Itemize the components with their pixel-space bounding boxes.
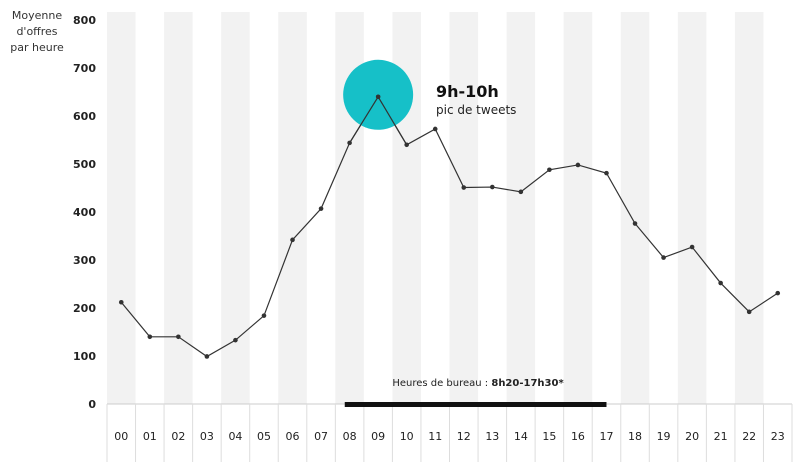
data-point [118, 299, 124, 305]
x-tick-label: 11 [428, 430, 442, 443]
data-point [461, 185, 467, 190]
y-axis-label-line-3: par heure [10, 41, 64, 54]
peak-annotation-subtitle: pic de tweets [436, 103, 517, 117]
data-point [518, 189, 524, 195]
data-point [404, 142, 409, 148]
data-point [746, 309, 752, 315]
data-point [689, 244, 695, 250]
chart-axes [106, 403, 793, 462]
x-tick-label: 04 [228, 430, 242, 443]
y-tick-label: 0 [88, 398, 96, 411]
data-point [375, 94, 381, 100]
data-point [318, 206, 324, 211]
x-tick-label: 14 [514, 430, 528, 443]
x-ticks: 00 01 02 03 04 05 06 07 08 09 10 11 12 13 14 15 16 17 18 19… [114, 430, 784, 443]
highlight-group [118, 59, 781, 359]
x-tick-label: 15 [542, 430, 556, 443]
y-tick-label: 300 [73, 254, 96, 267]
band-22 [734, 12, 764, 404]
series-line [120, 95, 779, 358]
data-point [490, 184, 495, 190]
data-point [632, 221, 638, 226]
office-hours-label: Heures de bureau : 8h20-17h30* [340, 378, 616, 389]
x-tick-label: 05 [257, 430, 271, 443]
series-line-group [120, 95, 779, 358]
x-tick-label: 02 [171, 430, 185, 443]
data-point [147, 334, 153, 340]
data-point [661, 255, 666, 260]
y-axis-label-line-2: d'offres [16, 25, 58, 38]
y-tick-label: 100 [73, 350, 96, 363]
chart-bands [107, 12, 764, 404]
y-tick-label: 200 [73, 302, 96, 315]
x-tick-label: 08 [343, 430, 357, 443]
data-point [347, 140, 352, 146]
y-tick-label: 600 [73, 110, 96, 123]
band-12 [449, 12, 479, 404]
band-16 [563, 12, 593, 404]
band-02 [164, 12, 193, 404]
y-tick-label: 800 [73, 14, 96, 27]
x-tick-label: 07 [314, 430, 328, 443]
band-14 [506, 12, 536, 404]
band-06 [278, 12, 307, 404]
x-tick-label: 20 [685, 430, 699, 443]
data-point [547, 167, 552, 173]
x-tick-label: 00 [114, 430, 128, 443]
data-point [604, 170, 609, 176]
x-tick-label: 12 [457, 430, 471, 443]
y-axis-label-line-1: Moyenne [11, 9, 63, 22]
data-point [290, 237, 295, 243]
band-00 [107, 12, 136, 404]
y-axis-label: Moyenne d'offres par heure [4, 8, 70, 56]
data-point [233, 337, 238, 343]
x-tick-label: 16 [571, 430, 585, 443]
x-tick-label: 06 [286, 430, 300, 443]
data-point [204, 354, 210, 359]
x-tick-label: 23 [771, 430, 785, 443]
x-tick-label: 22 [742, 430, 756, 443]
x-tick-label: 18 [628, 430, 642, 443]
office-hours-group [344, 402, 607, 407]
data-point [775, 290, 781, 296]
data-point [718, 280, 723, 286]
data-point [261, 313, 267, 318]
x-tick-label: 21 [714, 430, 728, 443]
x-tick-label: 17 [599, 430, 613, 443]
y-tick-label: 700 [73, 62, 96, 75]
office-hours-label-text: Heures de bureau : [392, 378, 492, 389]
y-tick-label: 500 [73, 158, 96, 171]
band-20 [677, 12, 707, 404]
y-ticks: 0 100 200 300 400 500 600 700 800 [73, 14, 96, 411]
band-18 [620, 12, 650, 404]
x-tick-label: 03 [200, 430, 214, 443]
data-point [432, 126, 438, 132]
data-point [176, 334, 181, 340]
office-hours-bar [344, 402, 607, 407]
x-tick-label: 10 [400, 430, 414, 443]
x-tick-label: 01 [143, 430, 157, 443]
x-tick-label: 13 [485, 430, 499, 443]
data-point [575, 162, 581, 168]
x-tick-label: 19 [657, 430, 671, 443]
office-hours-range: 8h20-17h30* [491, 378, 564, 389]
x-tick-label: 09 [371, 430, 385, 443]
y-tick-label: 400 [73, 206, 96, 219]
peak-annotation: 9h-10h pic de tweets [436, 82, 516, 118]
peak-annotation-title: 9h-10h [436, 82, 499, 101]
